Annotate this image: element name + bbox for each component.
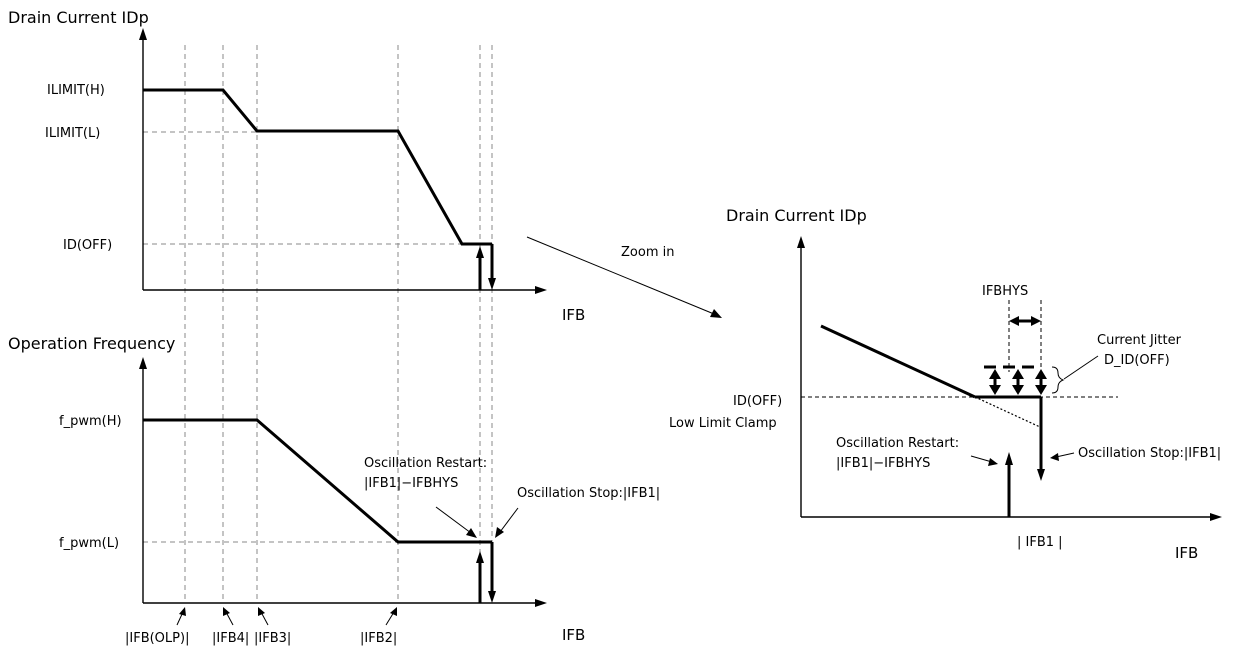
bottom-stop-pointer (499, 507, 519, 533)
bottom-stop-pointer-head (495, 527, 504, 538)
top-y-arrowhead (139, 28, 147, 40)
bottom-restart-pointer-head (466, 528, 477, 538)
bottom-restart-arrowhead (476, 551, 484, 563)
zoom-y-arrowhead (797, 236, 805, 248)
zoom-id-off-label: ID(OFF) (733, 394, 782, 409)
zoom-sloped-curve (820, 324, 976, 399)
zoom-restart-value: |IFB1|−IFBHYS (836, 456, 930, 471)
zoom-dotted-extension (974, 396, 1041, 428)
ifb3-label: |IFB3| (254, 631, 291, 646)
olp-pointer-head (179, 607, 186, 616)
top-restart-arrowhead (476, 246, 484, 258)
top-ilimit-curve (143, 88, 492, 246)
zoom-x-arrowhead (1210, 513, 1222, 521)
zoom-plot: Drain Current IDp IFB IFBHYS Current Jit… (669, 206, 1222, 562)
ifb-olp-label: |IFB(OLP)| (125, 631, 189, 646)
bottom-restart-pointer (435, 506, 472, 534)
zoom-jitter-arrow-3 (1035, 369, 1047, 395)
zoom-jitter-pointer (1063, 355, 1099, 380)
bottom-x-axis-title: IFB (562, 626, 585, 644)
zoom-jitter-label-2: D_ID(OFF) (1104, 353, 1170, 368)
top-y-axis-title: Drain Current IDp (8, 8, 149, 27)
zoom-hys-arrow (1009, 316, 1041, 326)
zoom-stop-arrowhead (1037, 469, 1045, 481)
ilimit-l-label: ILIMIT(L) (45, 126, 100, 141)
zoom-y-axis-title: Drain Current IDp (726, 206, 867, 225)
top-plot: Drain Current IDp ILIMIT(H) ILIMIT(L) ID… (8, 8, 585, 603)
top-x-arrowhead (535, 286, 547, 294)
bottom-stop-arrowhead (488, 591, 496, 603)
fpwm-l-label: f_pwm(L) (59, 536, 119, 551)
zoom-hys-label: IFBHYS (982, 284, 1028, 299)
ifb4-label: |IFB4| (212, 631, 249, 646)
ifb3-pointer-head (258, 607, 265, 616)
id-off-label: ID(OFF) (63, 238, 112, 253)
zoom-restart-arrowhead (1005, 452, 1013, 465)
ifb2-label: |IFB2| (360, 631, 397, 646)
bottom-restart-label: Oscillation Restart: (364, 456, 487, 471)
zoom-arrowhead (710, 309, 722, 318)
bottom-x-arrowhead (535, 599, 547, 607)
fpwm-h-label: f_pwm(H) (59, 414, 122, 429)
bottom-plot: Operation Frequency f_pwm(H) f_pwm(L) IF… (8, 334, 660, 646)
zoom-stop-label: Oscillation Stop:|IFB1| (1078, 446, 1221, 461)
zoom-jitter-arrow-1 (989, 369, 1001, 395)
zoom-jitter-brace (1051, 366, 1065, 394)
zoom-ifb1-label: | IFB1 | (1017, 535, 1063, 550)
ifb4-pointer-head (223, 607, 230, 616)
zoom-jitter-arrow-2 (1012, 369, 1024, 395)
ifb2-pointer-head (390, 607, 397, 616)
zoom-arrow-line (526, 236, 715, 315)
zoom-clamp-label: Low Limit Clamp (669, 416, 777, 431)
bottom-y-arrowhead (139, 357, 147, 369)
top-stop-arrowhead (488, 278, 496, 290)
top-x-axis-title: IFB (562, 306, 585, 324)
ifb2-pointer (385, 611, 395, 626)
zoom-x-axis-title: IFB (1175, 544, 1198, 562)
zoom-connector: Zoom in (526, 236, 722, 318)
zoom-jitter-label-1: Current Jitter (1097, 333, 1182, 348)
bottom-frequency-curve (143, 418, 492, 544)
zoom-stop-pointer-head (1050, 453, 1059, 461)
bottom-y-axis-title: Operation Frequency (8, 334, 175, 353)
zoom-restart-pointer-head (988, 458, 998, 466)
zoom-in-label: Zoom in (621, 245, 674, 260)
zoom-restart-pointer (970, 455, 993, 463)
bottom-stop-label: Oscillation Stop:|IFB1| (517, 486, 660, 501)
zoom-restart-label: Oscillation Restart: (836, 436, 959, 451)
ilimit-h-label: ILIMIT(H) (47, 83, 105, 98)
bottom-restart-value: |IFB1|−IFBHYS (364, 476, 458, 491)
zoom-stop-pointer (1055, 452, 1075, 458)
